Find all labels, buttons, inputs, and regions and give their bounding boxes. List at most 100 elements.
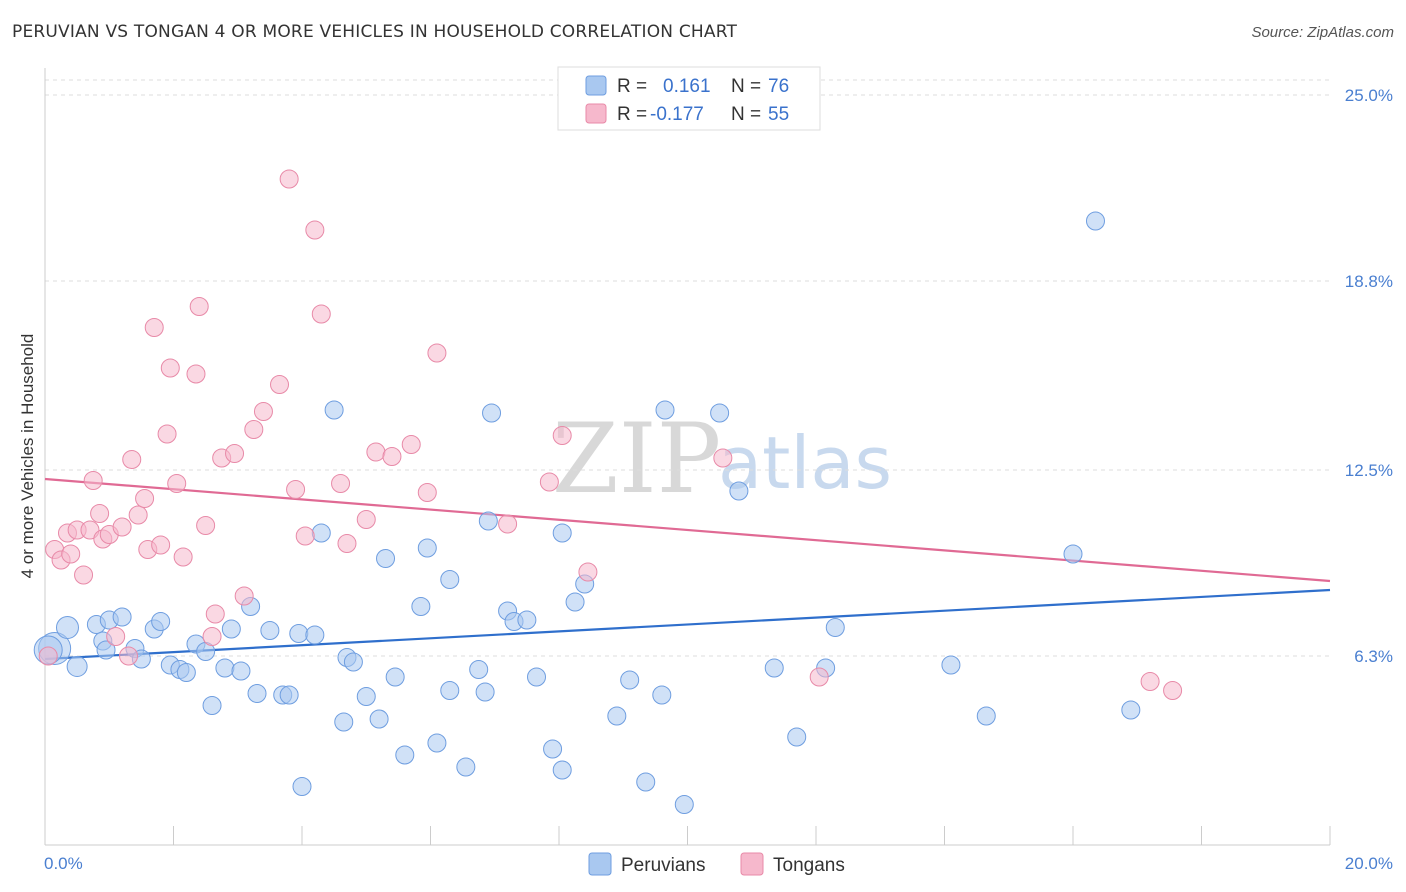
tongan-point (112, 517, 132, 537)
tongan-point (578, 562, 598, 582)
trend-lines (44, 477, 1331, 661)
peruvian-point (260, 621, 280, 640)
y-axis-label: 4 or more Vehicles in Household (18, 334, 37, 579)
peruvian-point (247, 684, 267, 703)
tongan-point (337, 534, 357, 553)
peruvian-point (427, 733, 447, 753)
peruvian-point (369, 709, 389, 729)
peruvian-point (456, 757, 476, 777)
peruvian-point (729, 481, 749, 501)
peruvian-point (311, 523, 331, 543)
tongan-point (160, 358, 180, 378)
tongan-point (151, 535, 171, 555)
peruvian-point (1063, 544, 1083, 564)
tongan-point (74, 565, 94, 585)
tongan-point (270, 375, 290, 394)
peruvian-point (475, 682, 495, 702)
peruvian-point (1121, 700, 1141, 720)
watermark-zip: ZIP (552, 403, 721, 515)
tongan-point (331, 474, 351, 493)
tongan-point (417, 483, 437, 502)
peruvian-point (376, 549, 396, 568)
y-tick-label: 6.3% (1354, 647, 1393, 666)
axes (44, 68, 1331, 846)
peruvian-point (55, 616, 79, 639)
x-tick-labels: 0.0% 20.0% (44, 854, 1393, 873)
tongan-point (38, 646, 58, 666)
peruvian-point (482, 403, 502, 423)
tongan-point (286, 480, 306, 499)
legend-n-value: 76 (768, 76, 789, 97)
peruvian-point (565, 592, 585, 612)
peruvian-point (636, 772, 656, 792)
peruvian-point (1085, 211, 1105, 231)
x-tick-label: 20.0% (1345, 854, 1393, 873)
peruvian-point (176, 663, 196, 682)
peruvian-point (279, 685, 299, 705)
tongan-point (157, 424, 177, 444)
peruvian-point (469, 660, 489, 679)
tongan-point (186, 364, 206, 384)
peruvian-point (221, 619, 241, 639)
tongan-point (225, 444, 245, 463)
peruvian-point (652, 685, 672, 705)
bottom-legend-swatch-tongans (740, 852, 764, 876)
peruvian-point (976, 706, 996, 726)
legend-r-label: R = (617, 76, 647, 97)
legend-swatch-peruvians (585, 75, 607, 96)
peruvian-point (543, 739, 563, 759)
peruvian-point (787, 727, 807, 747)
tongan-point (122, 450, 142, 469)
peruvian-point (527, 667, 547, 687)
tongan-point (1140, 672, 1160, 691)
watermark: ZIP atlas (552, 403, 892, 515)
tongan-point (305, 220, 325, 240)
tongan-point (135, 489, 155, 508)
bottom-legend-peruvians: Peruvians (621, 855, 706, 876)
tongan-point (366, 442, 386, 462)
peruvian-point (202, 696, 222, 715)
y-tick-label: 18.8% (1345, 272, 1393, 291)
peruvian-point (66, 656, 88, 677)
legend-swatch-tongans (585, 103, 607, 124)
peruvian-point (710, 403, 730, 423)
peruvian-trend-line (44, 588, 1331, 661)
legend: R = 0.161 N = 76 R = -0.177 N = 55 (557, 66, 821, 131)
tongan-point (128, 505, 148, 525)
tongan-point (427, 343, 447, 363)
peruvian-point (395, 745, 415, 765)
peruvian-point (292, 777, 312, 796)
tongan-point (539, 472, 559, 492)
source-label: Source: ZipAtlas.com (1251, 24, 1394, 41)
peruvian-point (112, 607, 132, 627)
peruvian-point (324, 400, 344, 420)
y-tick-label: 25.0% (1345, 86, 1393, 105)
tongan-point (205, 604, 225, 624)
tongan-point (279, 169, 299, 189)
tongan-point (106, 627, 126, 646)
bottom-legend-swatch-peruvians (588, 852, 612, 876)
tongan-point (144, 318, 164, 337)
tongan-point (196, 516, 216, 535)
tongan-point (253, 402, 273, 421)
peruvian-point (941, 655, 961, 675)
tongan-point (498, 514, 518, 534)
peruvian-point (356, 687, 376, 706)
peruvian-point (764, 658, 784, 678)
y-tick-labels: 6.3% 12.5% 18.8% 25.0% (1345, 86, 1393, 666)
tongan-point (167, 474, 187, 493)
legend-n-label: N = (731, 104, 761, 125)
peruvian-point (343, 652, 363, 672)
tongan-point (356, 510, 376, 529)
peruvian-point (96, 640, 116, 660)
peruvian-point (289, 624, 309, 643)
tongan-point (173, 547, 193, 567)
peruvian-point (231, 661, 251, 681)
bottom-legend-tongans: Tongans (773, 855, 845, 876)
peruvian-point (607, 706, 627, 726)
tongan-point (809, 667, 829, 687)
peruvian-point (417, 538, 437, 558)
peruvian-point (620, 670, 640, 690)
legend-r-label: R = (617, 104, 647, 125)
